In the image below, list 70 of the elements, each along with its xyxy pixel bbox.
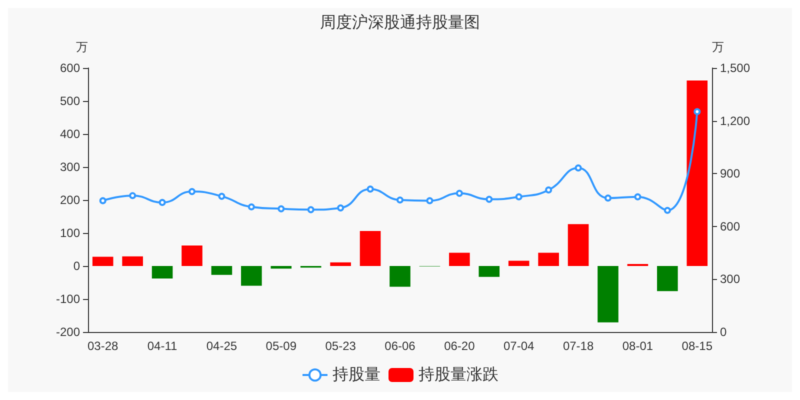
- x-tick-label: 08-15: [682, 339, 713, 353]
- point: [129, 192, 136, 200]
- point: [694, 108, 701, 116]
- point: [99, 197, 106, 204]
- x-tick-label: 08-01: [622, 339, 654, 353]
- bar: [478, 266, 500, 277]
- y2-tick-label: 1,500: [720, 61, 750, 75]
- bar: [568, 224, 589, 266]
- x-tick-label: 07-04: [504, 339, 535, 353]
- bar: [598, 266, 618, 322]
- y-tick-label: 0: [73, 259, 80, 273]
- legend-label: 持股量涨跌: [418, 366, 498, 384]
- x-tick-label: 06-20: [444, 339, 476, 353]
- bar: [360, 231, 381, 266]
- y-tick-label: 600: [60, 61, 80, 75]
- point: [278, 205, 285, 212]
- bar: [686, 80, 708, 266]
- y-tick-label: 400: [60, 127, 80, 141]
- x-tick-label: 06-06: [384, 339, 416, 353]
- point: [307, 206, 314, 214]
- bar: [241, 266, 262, 286]
- point: [486, 196, 493, 203]
- point: [366, 186, 374, 193]
- y2-tick-label: 1,200: [720, 114, 750, 128]
- bar: [508, 260, 530, 266]
- bar: [330, 262, 351, 266]
- y2-axis-title: 万: [712, 40, 724, 54]
- point: [545, 186, 552, 194]
- chart-title: 周度沪深股通持股量图: [320, 14, 480, 32]
- point: [188, 188, 196, 196]
- x-tick-label: 03-28: [88, 339, 119, 353]
- bar: [657, 266, 678, 292]
- x-tick-label: 05-09: [266, 339, 297, 353]
- bar: [538, 252, 559, 266]
- y-axis-title: 万: [76, 40, 88, 54]
- y2-tick-label: 300: [720, 272, 740, 286]
- y-tick-label: 200: [60, 193, 80, 207]
- bar: [211, 266, 232, 275]
- point: [218, 192, 226, 200]
- bar: [92, 256, 114, 266]
- point: [248, 203, 255, 210]
- y-tick-label: -100: [56, 292, 80, 306]
- y-tick-label: 100: [60, 226, 80, 240]
- x-tick-label: 05-23: [325, 339, 356, 353]
- y-tick-label: -200: [56, 325, 80, 339]
- point: [456, 190, 463, 197]
- y2-tick-label: 0: [720, 325, 727, 339]
- point: [337, 204, 344, 212]
- point: [158, 198, 166, 206]
- point: [515, 193, 522, 200]
- y-tick-label: 500: [60, 94, 80, 108]
- y-tick-label: 300: [60, 160, 80, 174]
- bar: [152, 266, 173, 279]
- bar: [390, 266, 410, 287]
- point: [426, 197, 434, 204]
- x-tick-label: 07-18: [562, 339, 594, 353]
- point: [574, 164, 582, 172]
- y2-tick-label: 600: [720, 219, 740, 234]
- bar: [122, 256, 143, 266]
- x-tick-label: 04-25: [206, 339, 238, 353]
- point: [634, 193, 642, 200]
- point: [604, 194, 612, 202]
- x-tick-label: 04-11: [147, 339, 178, 353]
- bar: [449, 252, 470, 266]
- bar: [182, 246, 202, 266]
- legend-label: 持股量: [332, 366, 380, 384]
- point: [664, 206, 671, 214]
- bar: [270, 266, 292, 269]
- y2-tick-label: 900: [720, 166, 740, 181]
- point: [396, 196, 404, 204]
